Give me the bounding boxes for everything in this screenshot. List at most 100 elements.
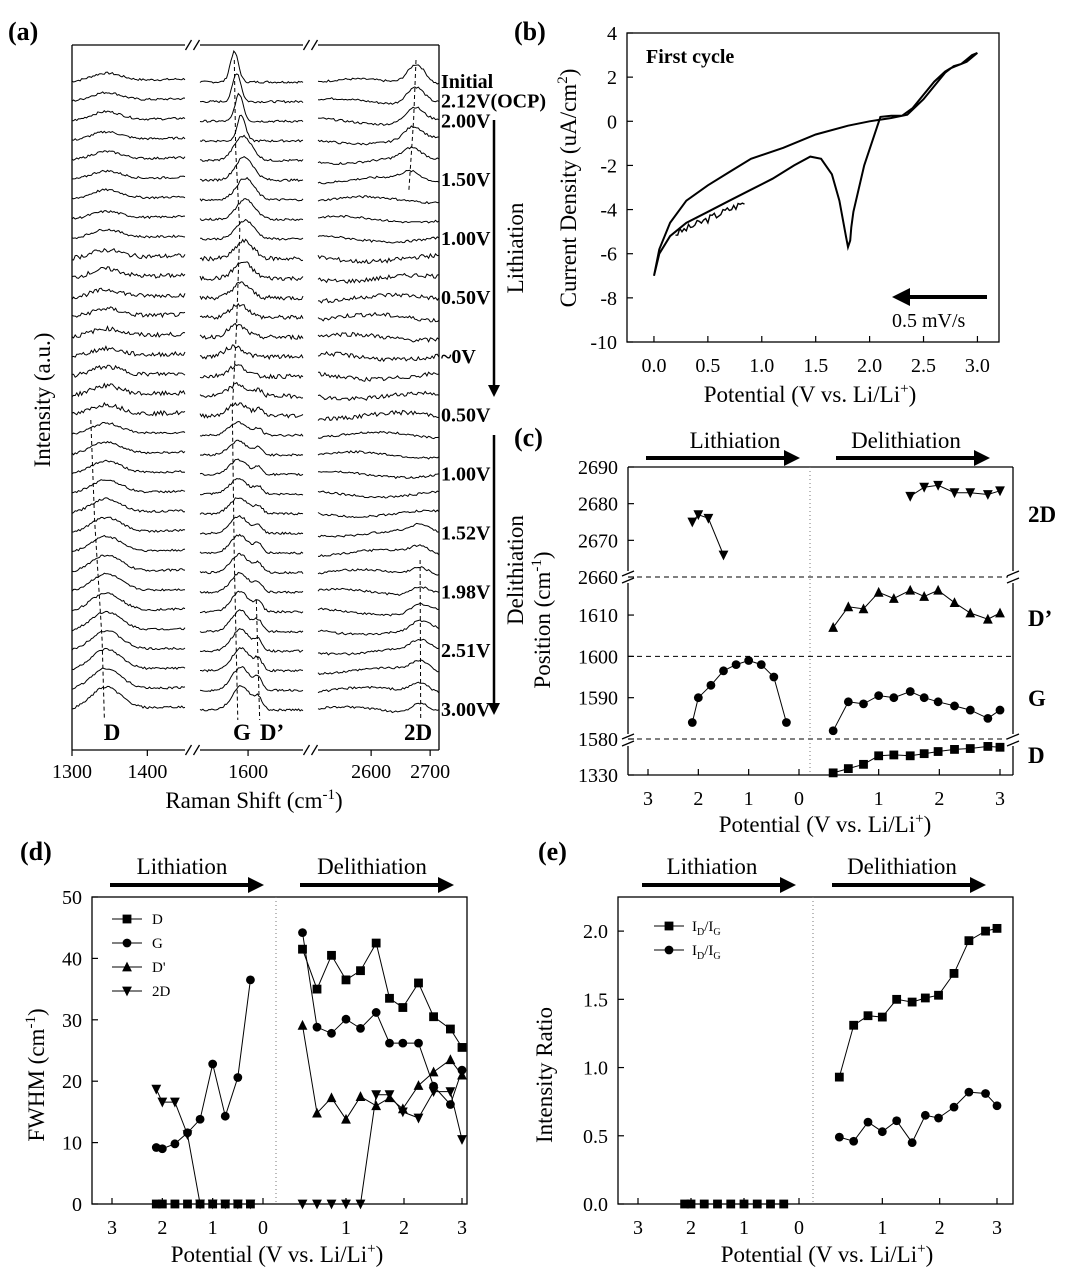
panel-a-ylabel: Intensity (a.u.) [30,333,55,468]
panel-d-ylabel: FWHM (cm-1) [23,1008,49,1141]
point-D' [457,1069,467,1080]
cyclic-voltammetry-panel: (b) 0.0 0.5 1.0 1.5 2.0 2.5 3.0420-2-4-6-8-10 … [514,17,1000,407]
spectrum-trace [71,516,186,533]
spectrum-trace [318,371,440,382]
x-tick-label: 1 [739,1217,749,1239]
point-2D [413,1113,424,1124]
panel-d-plot-frame [91,896,468,1205]
point-D [995,742,1005,752]
y-tick-label: 2690 [578,457,618,479]
x-tick-label: 3 [633,1217,643,1239]
point-G [341,1014,351,1024]
spectrum-trace [317,602,439,617]
panel-a-traces [71,50,440,721]
point-circle [934,1113,943,1123]
x-tick-label: 3 [107,1217,117,1239]
point-square [949,969,959,978]
spectrum-trace [317,86,440,105]
legend-label: D [152,912,163,928]
panel-d-direction-arrows [110,877,454,893]
peak-position-panel: (c) Lithiation Delithiation 2690 2680 2670… [514,423,1056,837]
spectrum-trace [199,322,304,341]
point-2D [718,550,729,561]
point-2D [949,488,960,499]
spectrum-trace [71,422,186,435]
point-2D [693,510,704,521]
panel-a-lithiation-label: Lithiation [503,202,528,293]
x-tick-label: 0.0 [641,355,666,377]
point-square [863,1011,873,1021]
legend-label: ID/IG [692,919,721,938]
x-tick-label: 2 [399,1217,409,1239]
peak-label-g: G [233,720,251,745]
potential-label: 1.00V [441,228,491,250]
point-G [919,693,929,703]
spectrum-trace [71,130,186,141]
point-G [731,660,741,670]
point-D' [965,607,976,618]
point-square [964,936,974,946]
axis-break-bottom-0-slash-2 [192,744,201,756]
spectrum-trace [71,534,186,553]
point-D' [905,584,916,595]
point-D [385,993,394,1003]
point-D [298,944,307,954]
spectrum-trace [317,390,440,402]
spectrum-trace [71,91,186,102]
panel-a-xlabel: Raman Shift (cm-1) [165,787,342,813]
point-2D [397,1107,408,1118]
point-D [170,1199,180,1209]
point-D' [341,1113,351,1124]
spectrum-trace [71,459,186,475]
point-2D [687,517,698,528]
legend-label-part: I [692,943,697,959]
x-tick-label: 1 [341,1217,351,1239]
point-D [371,938,381,948]
point-G [371,1008,381,1017]
x-tick-label: 0 [794,1217,804,1239]
point-2D [457,1135,467,1145]
spectrum-trace [317,311,440,323]
legend-label-part: /I [704,919,713,935]
spectrum-trace [199,609,304,634]
panel-d-label: (d) [20,837,52,866]
band-label-2d: 2D [1028,502,1056,527]
spectrum-trace [199,198,304,222]
spectrum-trace [199,155,304,182]
spectrum-trace [71,401,186,417]
x-tick-label: 2 [157,1217,167,1239]
peak-label-d-prime: D’ [260,720,284,745]
panel-b-xlabel: Potential (V vs. Li/Li+) [704,381,916,407]
spectrum-trace [199,381,304,400]
point-square [779,1199,789,1209]
panel-c-xlabel: Potential (V vs. Li/Li+) [719,811,931,837]
point-D' [843,601,854,612]
point-square [713,1199,722,1209]
spectrum-trace [199,458,304,477]
spectrum-trace [199,238,304,262]
legend-label: ID/IG [692,943,721,962]
potential-label: 1.98V [441,581,491,603]
y-tick-label: 40 [62,948,82,970]
point-D' [933,584,944,595]
point-2D [245,1199,256,1210]
y-tick-label: -8 [600,288,617,310]
spectrum-trace [317,659,440,676]
cv-curve [653,51,979,277]
legend-marker [664,945,674,955]
point-2D [170,1097,180,1108]
point-G [889,693,899,703]
x-tick-label: 1600 [228,761,268,783]
panel-c-delithiation-label: Delithiation [851,428,961,453]
point-circle [964,1087,974,1097]
x-tick-label: 1300 [52,761,92,783]
point-2D [297,1199,308,1210]
legend-label-part: D [697,927,704,938]
point-G [859,699,868,709]
band-label-d: D [1028,743,1045,768]
spectrum-trace [199,50,304,84]
x-tick-label: 2.0 [857,355,882,377]
point-square [699,1199,709,1209]
point-D [312,984,322,994]
point-2D [905,491,916,502]
